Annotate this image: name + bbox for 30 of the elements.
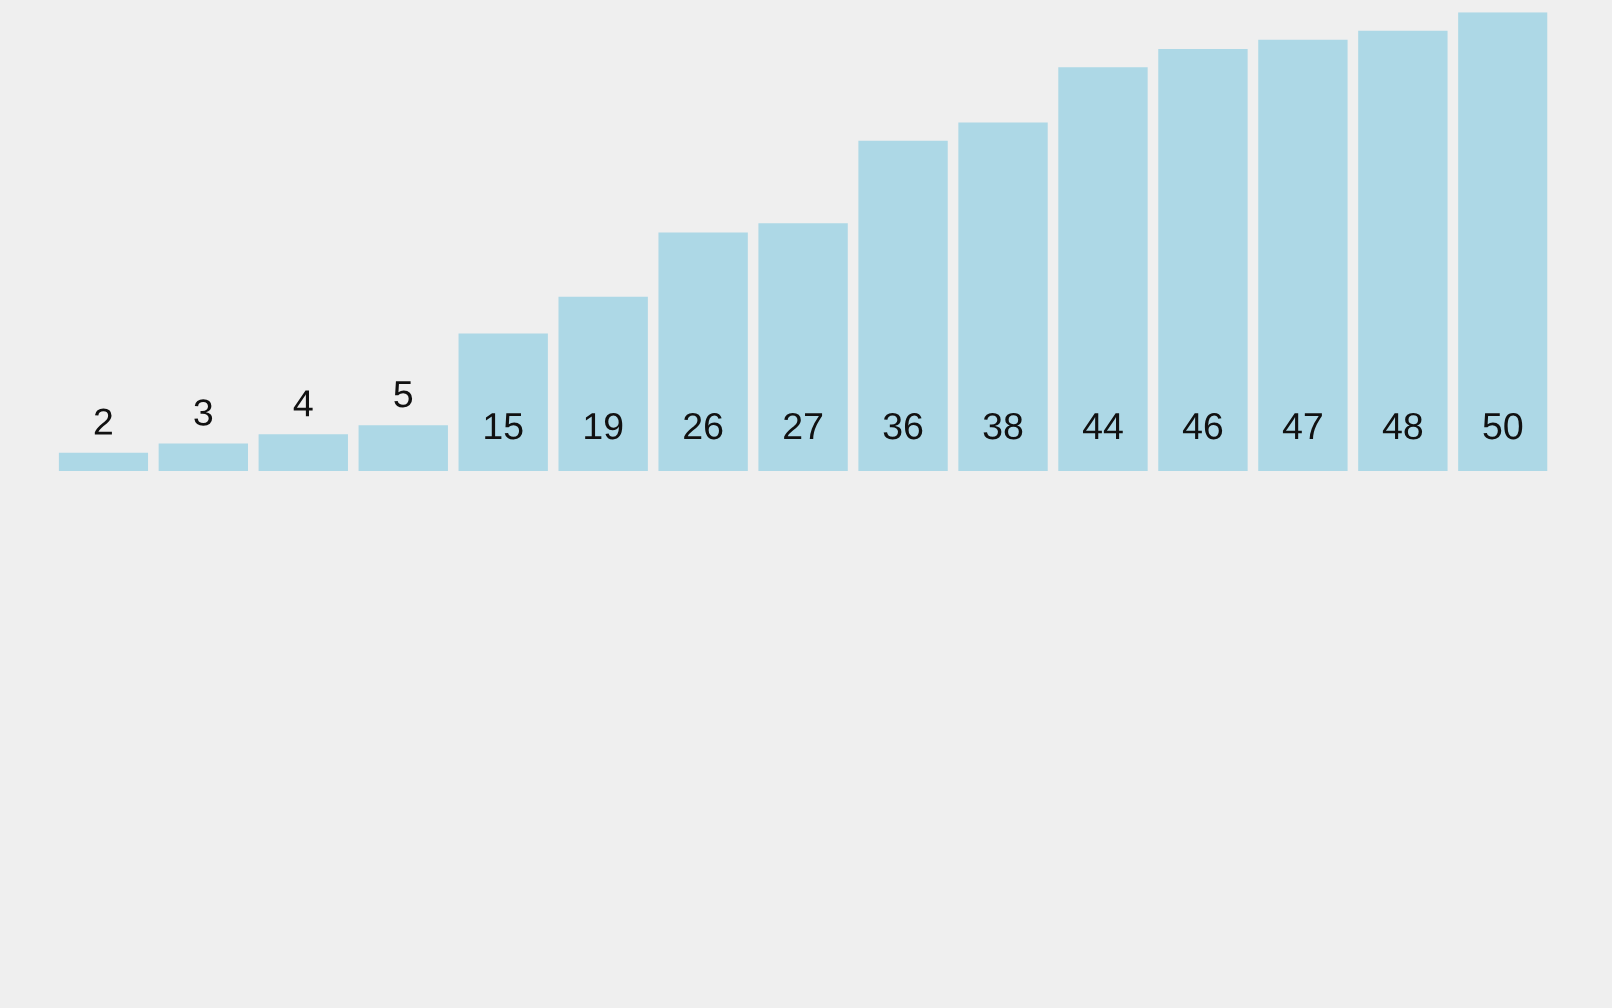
bar bbox=[58, 452, 149, 472]
data-label: 50 bbox=[1483, 412, 1523, 440]
data-label: 19 bbox=[585, 412, 623, 440]
data-label: 48 bbox=[1382, 412, 1423, 440]
data-label: 2 bbox=[94, 408, 112, 435]
bar bbox=[758, 223, 848, 472]
bar bbox=[1458, 12, 1548, 472]
bar bbox=[958, 122, 1048, 472]
bar bbox=[1058, 67, 1148, 472]
data-label: 5 bbox=[394, 381, 413, 408]
bar bbox=[1158, 49, 1248, 472]
bar bbox=[358, 425, 448, 472]
data-label: 3 bbox=[194, 399, 213, 426]
data-label: 47 bbox=[1282, 413, 1322, 440]
data-label: 38 bbox=[983, 412, 1023, 440]
data-label: 4 bbox=[293, 390, 313, 417]
data-label: 44 bbox=[1082, 413, 1123, 440]
bar bbox=[1358, 30, 1448, 472]
bar bbox=[558, 296, 648, 472]
bar bbox=[858, 140, 948, 472]
data-label: 46 bbox=[1182, 412, 1223, 440]
bar bbox=[658, 232, 748, 472]
data-label: 26 bbox=[684, 412, 723, 440]
bar bbox=[458, 333, 548, 472]
bar bbox=[158, 443, 249, 472]
data-label: 27 bbox=[784, 412, 823, 440]
bar bbox=[258, 434, 348, 472]
bar bbox=[1258, 39, 1348, 472]
data-label: 36 bbox=[883, 412, 923, 440]
data-label: 15 bbox=[485, 413, 523, 440]
